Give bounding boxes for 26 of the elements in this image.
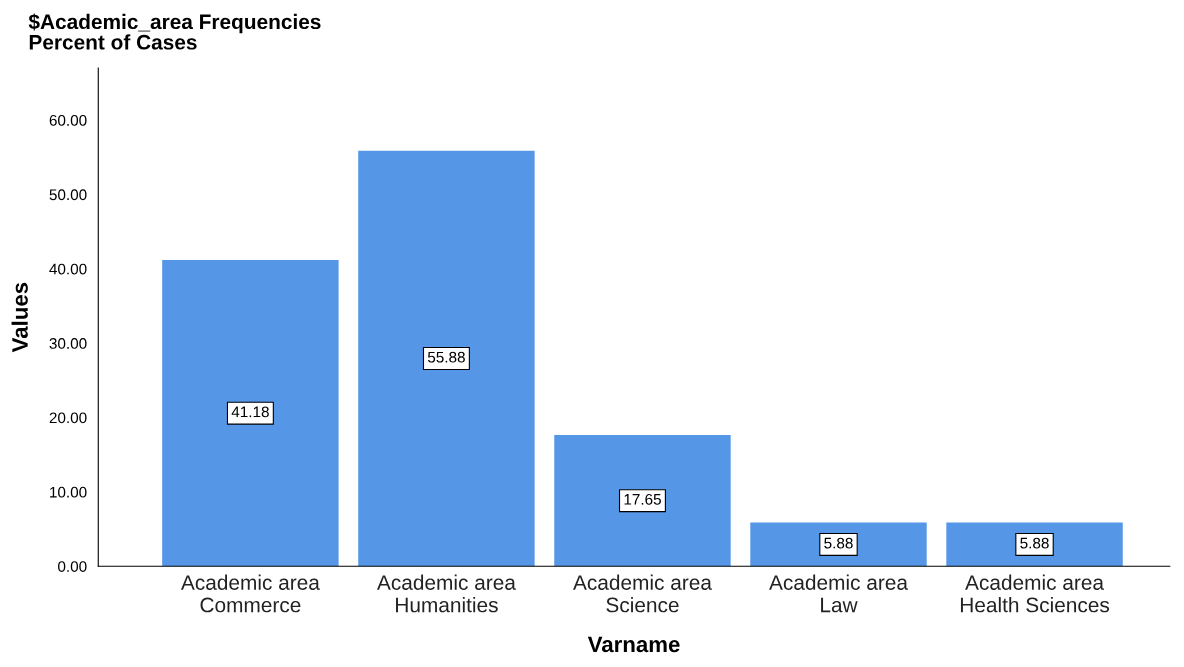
data-label: 17.65 [624, 493, 661, 505]
x-axis-title: Varname [587, 636, 680, 653]
x-tick-label: Academic area Law [769, 574, 908, 613]
y-tick-label: 40.00 [49, 263, 87, 275]
x-tick-label: Academic area Science [573, 574, 712, 613]
data-label: 55.88 [427, 351, 465, 363]
y-tick-label: 60.00 [49, 114, 87, 126]
data-label: 5.88 [824, 537, 853, 549]
x-tick-label: Academic area Humanities [377, 574, 516, 613]
y-tick-label: 20.00 [49, 412, 87, 424]
x-tick-label: Academic area Health Sciences [960, 574, 1110, 613]
y-tick-label: 50.00 [49, 189, 87, 201]
data-label: 41.18 [231, 406, 269, 418]
y-tick-label: 10.00 [50, 486, 87, 498]
y-tick-label: 0.00 [58, 561, 87, 572]
x-tick-label: Academic area Commerce [180, 574, 320, 613]
bar [554, 435, 731, 567]
chart-title: $Academic_area Frequencies [28, 13, 321, 34]
bar [358, 150, 535, 567]
bar [946, 522, 1123, 567]
y-tick-label: 30.00 [49, 338, 87, 349]
data-label: 5.88 [1020, 537, 1049, 549]
bar [750, 522, 927, 567]
chart-subtitle: Percent of Cases [29, 34, 197, 50]
y-axis-title: Values [11, 282, 28, 353]
bar [162, 260, 339, 567]
